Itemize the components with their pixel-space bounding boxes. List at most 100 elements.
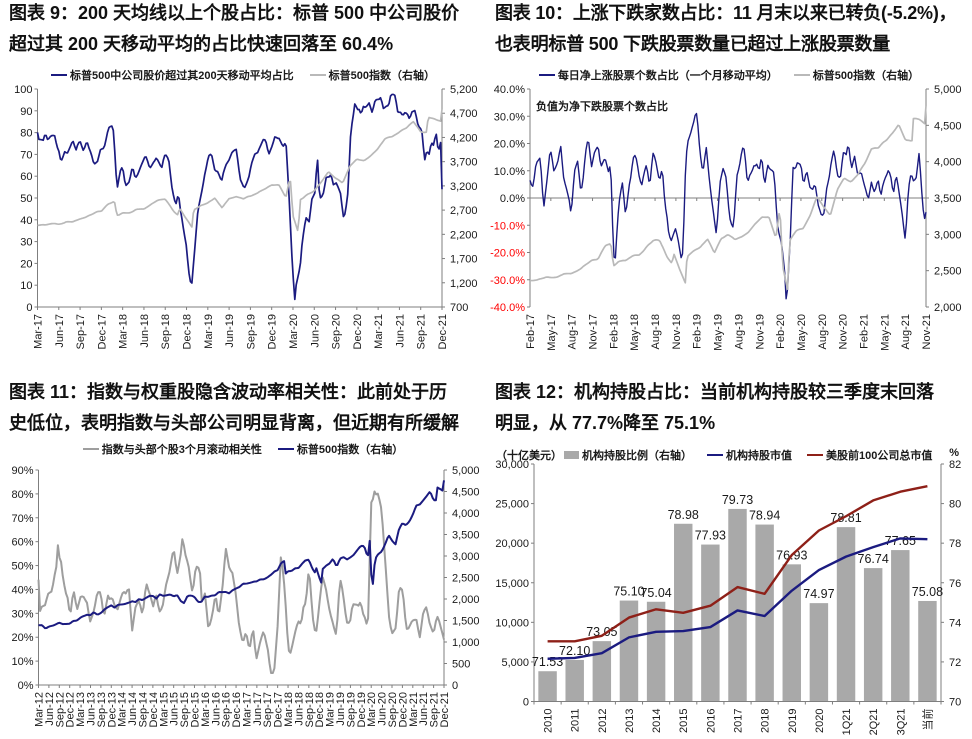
left-axis-tick-label: 30,000 [495,459,529,471]
right-axis-tick-label: 2,200 [450,229,478,241]
bar [619,600,639,702]
chart-panel-figure-12: 图表 12：机构持股占比：当前机构持股较三季度末回落明显，从 77.7%降至 7… [486,369,972,739]
left-axis-tick-label: 70% [11,513,33,525]
x-axis-tick-label: Mar-17 [241,692,253,727]
legend-item-label: 指数与头部个股3个月滚动相关性 [101,444,262,456]
x-axis-tick-label: Dec-20 [352,314,364,349]
x-axis-tick-label: Jun-18 [139,314,151,348]
legend-line-swatch [807,453,823,457]
x-axis-tick-label: 2017 [733,709,745,733]
chart-plot-figure-10: -40.0% -30.0% -20.0% -10.0% 0.0% 10.0% 20.0% 30… [490,84,962,351]
x-axis-tick-label: Dec-13 [106,692,118,727]
series-line [37,109,443,232]
bar [782,564,801,702]
bar [863,568,883,702]
chart-plot-figure-9: 0 10 20 30 40 50 60 70 80 90 100 700 1,200 1,700 2,200… [14,84,478,349]
x-axis-tick-label: Sep-17 [75,314,87,349]
bar-data-label: 75.10 [613,585,644,599]
x-axis-tick-label: Aug-19 [733,314,745,349]
left-axis-tick-label: 30 [20,237,32,249]
right-axis-tick-label: 4,700 [450,108,478,120]
bar [918,600,937,702]
bar-data-label: 75.08 [912,585,943,599]
x-axis-tick-label: Sep-20 [387,692,399,727]
x-axis-tick-label: Jun-19 [335,692,347,726]
x-axis-tick-label: Mar-21 [373,314,385,349]
x-axis-tick-label: May-19 [713,314,725,351]
x-axis-tick-label: Dec-20 [397,692,409,727]
left-axis-tick-label: 30.0% [494,111,525,123]
x-axis-tick-label: Dec-15 [189,692,201,727]
x-axis-tick-label: Mar-15 [158,692,170,727]
chart-panel-figure-10: 图表 10：上涨下跌家数占比：11 月末以来已转负(-5.2%)，也表明标普 5… [486,0,972,370]
series-line [37,490,445,675]
bar [836,527,856,702]
legend-item: 标普500指数（右轴） [793,67,919,83]
right-axis-tick-label: 2,700 [450,205,478,217]
x-axis-tick-label: 2015 [678,709,690,733]
left-axis-tick-label: 10 [20,280,32,292]
legend-item: 每日净上涨股票个数占比（一个月移动平均） [538,67,778,83]
x-axis-tick-label: Jun-16 [210,692,222,726]
right-axis-tick-label: 78 [949,538,961,550]
x-axis-tick-label: Mar-13 [75,692,87,727]
left-axis-tick-label: 10% [11,656,33,668]
x-axis-tick-label: Mar-17 [33,314,45,349]
x-axis-tick-label: Dec-19 [267,314,279,349]
x-axis-tick-label: May-21 [879,314,891,351]
bar-data-label: 79.73 [722,493,753,507]
legend-item: 指数与头部个股3个月滚动相关性 [82,441,262,457]
x-axis-tick-label: Mar-14 [117,692,129,727]
x-axis-tick-label: Nov-18 [671,314,683,349]
series-line [36,93,443,301]
x-axis-tick-label: Dec-18 [182,314,194,349]
chart-panel-figure-9: 图表 9：200 天均线以上个股占比：标普 500 中公司股价超过其 200 天… [0,0,486,370]
legend-item: 标普500中公司股价超过其200天移动平均占比 [50,67,294,83]
legend-item-label: 每日净上涨股票个数占比（一个月移动平均） [557,70,778,82]
x-axis-tick-label: 2016 [705,709,717,733]
legend-item: 机构持股市值 [707,447,792,463]
right-axis-tick-label: 5,200 [450,84,478,96]
left-axis-tick-label: 40% [11,584,33,596]
left-axis-tick-label: 80% [11,489,33,501]
bar [891,550,910,702]
right-axis-tick-label: 3,200 [450,181,478,193]
chart-title: 图表 9：200 天均线以上个股占比：标普 500 中公司股价超过其 200 天… [9,3,460,54]
x-axis-tick-label: 2014 [651,709,663,733]
legend-line-swatch [538,73,555,77]
legend-item-label: 标普500指数（右轴） [296,444,404,456]
left-axis-tick-label: 90% [11,465,33,477]
left-axis-tick-label: 10.0% [494,166,525,178]
x-axis-tick-label: Sep-21 [416,314,428,349]
right-axis-tick-label: 76 [949,578,961,590]
bar-data-label: 73.05 [586,625,617,639]
left-axis-tick-label: -30.0% [490,275,525,287]
x-axis-tick-label: Mar-20 [288,314,300,349]
left-axis-tick-label: 20 [20,258,32,270]
x-axis-tick-label: Nov-20 [838,314,850,349]
x-axis-tick-label: Sep-16 [221,692,233,727]
x-axis-tick-label: Jun-17 [54,314,66,348]
bar [809,603,829,702]
right-axis-tick-label: 4,000 [934,157,962,169]
right-axis-tick-label: 1,200 [450,278,478,290]
left-axis-tick-label: -40.0% [490,302,525,314]
x-axis-tick-label: Aug-21 [900,314,912,349]
right-axis-tick-label: 3,000 [452,551,480,563]
left-axis-tick-label: 60% [11,537,33,549]
left-axis-tick-label: 0 [523,697,529,709]
right-axis-tick-label: 4,200 [450,132,478,144]
series-line [530,105,927,291]
right-axis-tick-label: 72 [949,657,961,669]
left-axis-tick-label: 50% [11,561,33,573]
bar [565,659,584,702]
right-axis-tick-label: 82 [949,459,961,471]
left-axis-tick-label: 5,000 [501,657,529,669]
x-axis-tick-label: Mar-18 [283,692,295,727]
legend-line-swatch [707,453,723,457]
x-axis-tick-label: Feb-18 [608,314,620,349]
x-axis-tick-label: Jun-19 [224,314,236,348]
x-axis-tick-label: 2012 [597,709,609,733]
left-axis-tick-label: 40.0% [494,84,525,96]
x-axis-tick-label: Sep-18 [304,692,316,727]
